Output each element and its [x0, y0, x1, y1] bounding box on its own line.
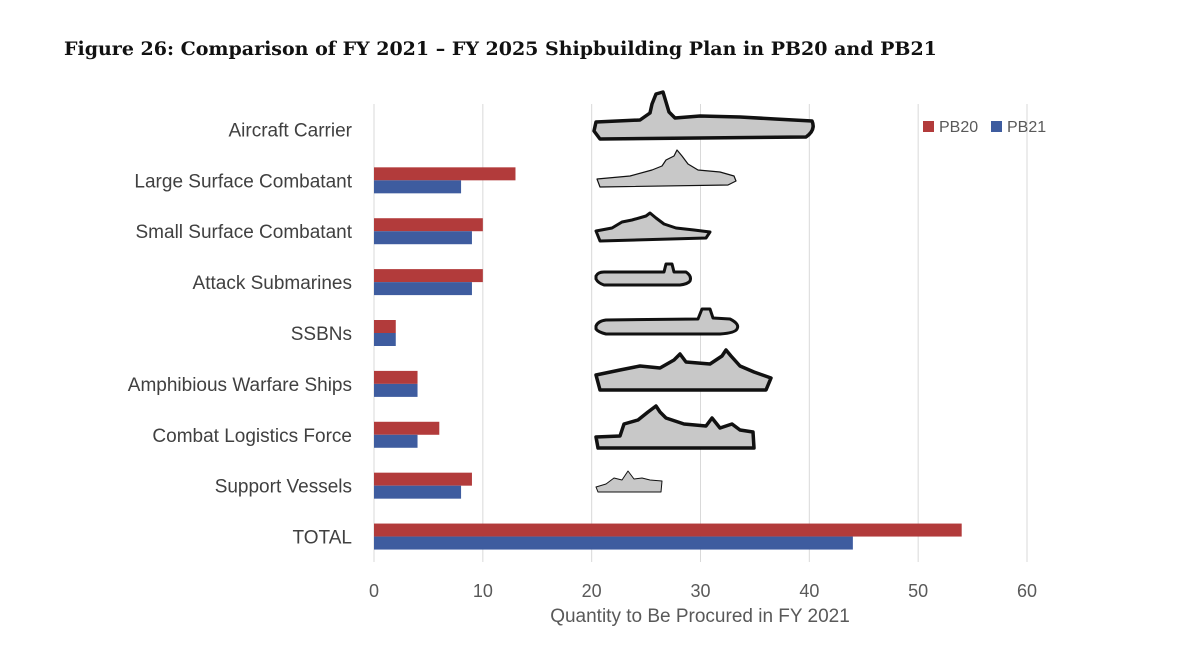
x-axis-title: Quantity to Be Procured in FY 2021	[550, 606, 850, 627]
bar-pb21	[374, 282, 472, 296]
category-label: TOTAL	[293, 528, 352, 549]
ssbn-icon	[594, 307, 740, 336]
ship-silhouettes	[592, 90, 815, 493]
figure-title: Figure 26: Comparison of FY 2021 – FY 20…	[64, 38, 937, 60]
logistics-ship-icon	[594, 404, 756, 450]
legend: PB20 PB21	[923, 119, 1046, 136]
category-label: Support Vessels	[215, 477, 352, 498]
legend-label-pb20: PB20	[939, 119, 978, 136]
bar-pb21	[374, 333, 396, 346]
bar-pb21	[374, 231, 472, 245]
category-labels: Aircraft Carrier Large Surface Combatant S…	[128, 120, 353, 548]
bar-pb21	[374, 383, 418, 397]
category-label: Combat Logistics Force	[152, 426, 352, 447]
bar-pb20	[374, 370, 418, 384]
legend-label-pb21: PB21	[1007, 119, 1046, 136]
bar-pb21	[374, 485, 462, 499]
x-tick-label: 30	[690, 581, 710, 601]
legend-swatch-pb21	[991, 121, 1002, 132]
carrier-icon	[592, 90, 815, 141]
bar-pb20	[374, 472, 472, 486]
category-label: SSBNs	[291, 324, 352, 345]
bars	[374, 167, 962, 550]
attack-submarine-icon	[594, 262, 692, 287]
bar-pb20	[374, 523, 962, 537]
x-tick-label: 50	[908, 581, 928, 601]
bar-pb20	[374, 167, 516, 181]
bar-pb20	[374, 421, 440, 435]
bar-pb20	[374, 269, 483, 283]
x-tick-label: 10	[473, 581, 493, 601]
bar-pb20	[374, 218, 483, 232]
bar-pb21	[374, 434, 418, 448]
amphibious-ship-icon	[594, 348, 773, 392]
category-label: Small Surface Combatant	[136, 222, 353, 243]
category-label: Amphibious Warfare Ships	[128, 375, 352, 396]
bar-pb20	[374, 320, 396, 333]
frigate-icon	[594, 211, 712, 243]
category-label: Aircraft Carrier	[228, 120, 352, 141]
x-tick-label: 60	[1017, 581, 1037, 601]
x-tick-label: 0	[369, 581, 379, 601]
x-tick-label: 20	[582, 581, 602, 601]
x-tick-label: 40	[799, 581, 819, 601]
support-vessel-icon	[595, 470, 663, 493]
category-label: Large Surface Combatant	[134, 171, 352, 192]
bar-pb21	[374, 180, 462, 194]
legend-swatch-pb20	[923, 121, 934, 132]
x-tick-labels: 0 10 20 30 40 50 60	[369, 581, 1037, 601]
destroyer-icon	[596, 149, 737, 188]
category-label: Attack Submarines	[193, 273, 352, 294]
bar-pb21	[374, 536, 853, 550]
